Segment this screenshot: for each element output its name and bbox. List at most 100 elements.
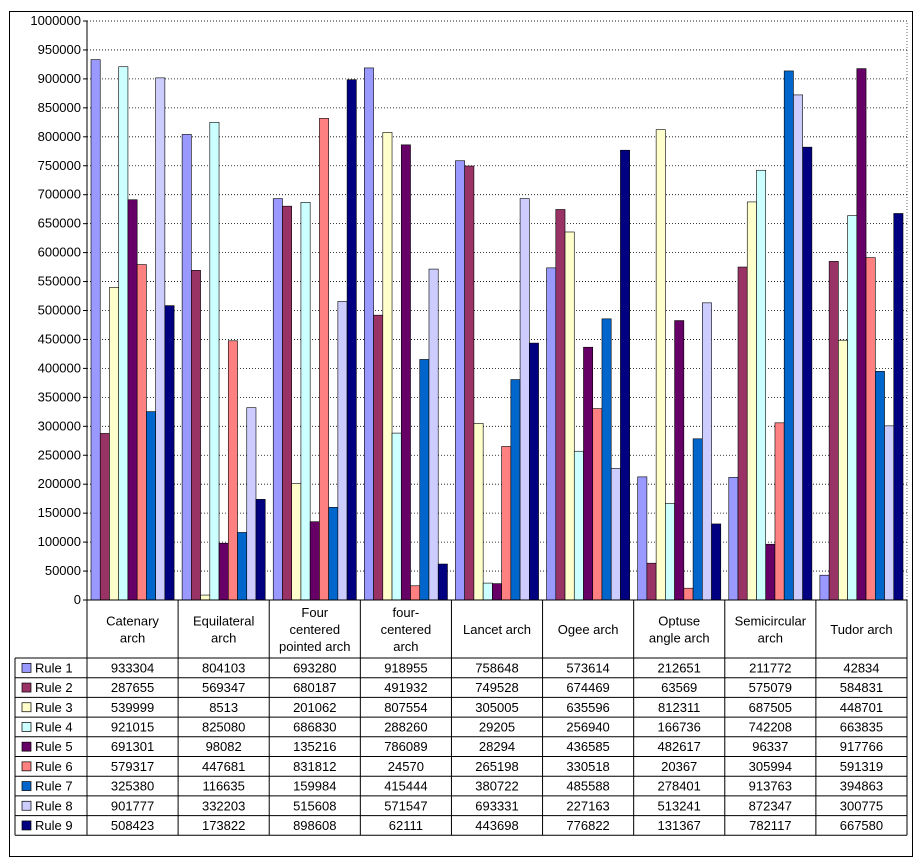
legend-key (21, 761, 32, 772)
bar (291, 483, 302, 601)
bar (674, 320, 685, 601)
table-value: 691301 (111, 739, 154, 754)
table-value: 96337 (752, 739, 788, 754)
table-value: 28294 (479, 739, 515, 754)
table-value: 825080 (202, 719, 245, 734)
table-value: 569347 (202, 680, 245, 695)
bar (774, 422, 785, 601)
table-value: 8513 (209, 700, 238, 715)
table-value: 330518 (566, 759, 609, 774)
bar (218, 542, 229, 601)
y-tick-label: 700000 (38, 187, 81, 202)
bar (282, 205, 292, 601)
table-value: 325380 (111, 779, 154, 794)
bar (692, 438, 703, 601)
x-category-label-line: Lancet arch (463, 622, 531, 637)
y-tick-label: 600000 (38, 245, 81, 260)
table-value: 663835 (840, 719, 883, 734)
bar (155, 77, 166, 601)
bar (601, 318, 612, 601)
bar (364, 67, 374, 601)
y-tick-label: 550000 (38, 274, 81, 289)
x-category-label: four-centered arch (381, 605, 432, 654)
legend-key (21, 781, 32, 791)
table-value: 201062 (293, 700, 336, 715)
bar (610, 468, 621, 601)
bar (646, 562, 657, 601)
table-value: 159984 (293, 779, 336, 794)
chart-frame: 0 50000 100000 150000 200000 250000 300000 3500… (9, 11, 913, 857)
table-value: 482617 (658, 739, 701, 754)
table-value: 573614 (566, 660, 609, 675)
bar (209, 121, 220, 601)
y-tick-label: 150000 (38, 505, 81, 520)
table-value: 686830 (293, 719, 336, 734)
bar (428, 268, 439, 601)
table-value: 804103 (202, 660, 245, 675)
x-category-label: Optuse angle arch (649, 614, 710, 646)
bar (482, 582, 493, 601)
bar (893, 213, 904, 601)
bar (400, 144, 411, 601)
table-value: 20367 (661, 759, 697, 774)
table-value: 812311 (658, 700, 700, 715)
legend-key (21, 820, 32, 831)
bar (237, 532, 248, 601)
legend-label: Rule 4 (35, 719, 73, 734)
bar (783, 70, 794, 601)
bar (181, 134, 192, 601)
bar (109, 287, 120, 601)
legend-key (21, 682, 32, 693)
bar (337, 301, 348, 601)
y-tick-label: 250000 (38, 447, 81, 462)
bar (473, 423, 484, 601)
table-value: 539999 (111, 700, 154, 715)
bar (164, 305, 175, 601)
bar (90, 59, 101, 601)
table-value: 693280 (293, 660, 336, 675)
table-value: 591319 (840, 759, 883, 774)
legend-key (21, 722, 32, 732)
table-value: 447681 (202, 759, 245, 774)
bar (492, 583, 502, 601)
table-value: 448701 (840, 700, 883, 715)
y-tick-label: 200000 (38, 476, 81, 491)
x-category-label-line: Optuse (658, 614, 700, 629)
table-value: 786089 (384, 739, 427, 754)
bar (874, 371, 885, 601)
bar (246, 407, 257, 601)
bar (746, 201, 757, 601)
table-value: 278401 (658, 779, 701, 794)
x-category-label: Lancet arch (463, 622, 531, 637)
x-category-label: Equilateral arch (193, 614, 255, 646)
table-value: 782117 (749, 818, 791, 833)
bar (328, 507, 339, 601)
table-value: 305994 (749, 759, 792, 774)
table-value: 300775 (840, 798, 883, 813)
table-value: 872347 (749, 798, 792, 813)
table-value: 758648 (475, 660, 518, 675)
bar (99, 433, 110, 601)
table-value: 776822 (566, 818, 609, 833)
bar (300, 202, 311, 601)
bar (564, 231, 575, 601)
y-tick-label: 950000 (38, 42, 81, 57)
bar (118, 66, 129, 601)
legend-label: Rule 9 (35, 818, 73, 833)
bar (711, 523, 722, 601)
table-value: 749528 (475, 680, 518, 695)
table-value: 256940 (566, 719, 609, 734)
bar (136, 264, 147, 601)
table-value: 898608 (293, 818, 336, 833)
x-category-label-line: Ogee arch (558, 622, 619, 637)
bar (410, 585, 421, 601)
bar (419, 359, 430, 601)
table-value: 921015 (111, 719, 154, 734)
table-value: 227163 (566, 798, 609, 813)
x-category-label: Four centered pointed arch (279, 605, 351, 654)
table-value: 579317 (111, 759, 154, 774)
x-category-label-line: arch (758, 631, 783, 646)
table-value: 687505 (749, 700, 792, 715)
chart-svg: 0 50000 100000 150000 200000 250000 300000 3500… (14, 13, 908, 836)
x-category-label-line: centered (289, 622, 340, 637)
